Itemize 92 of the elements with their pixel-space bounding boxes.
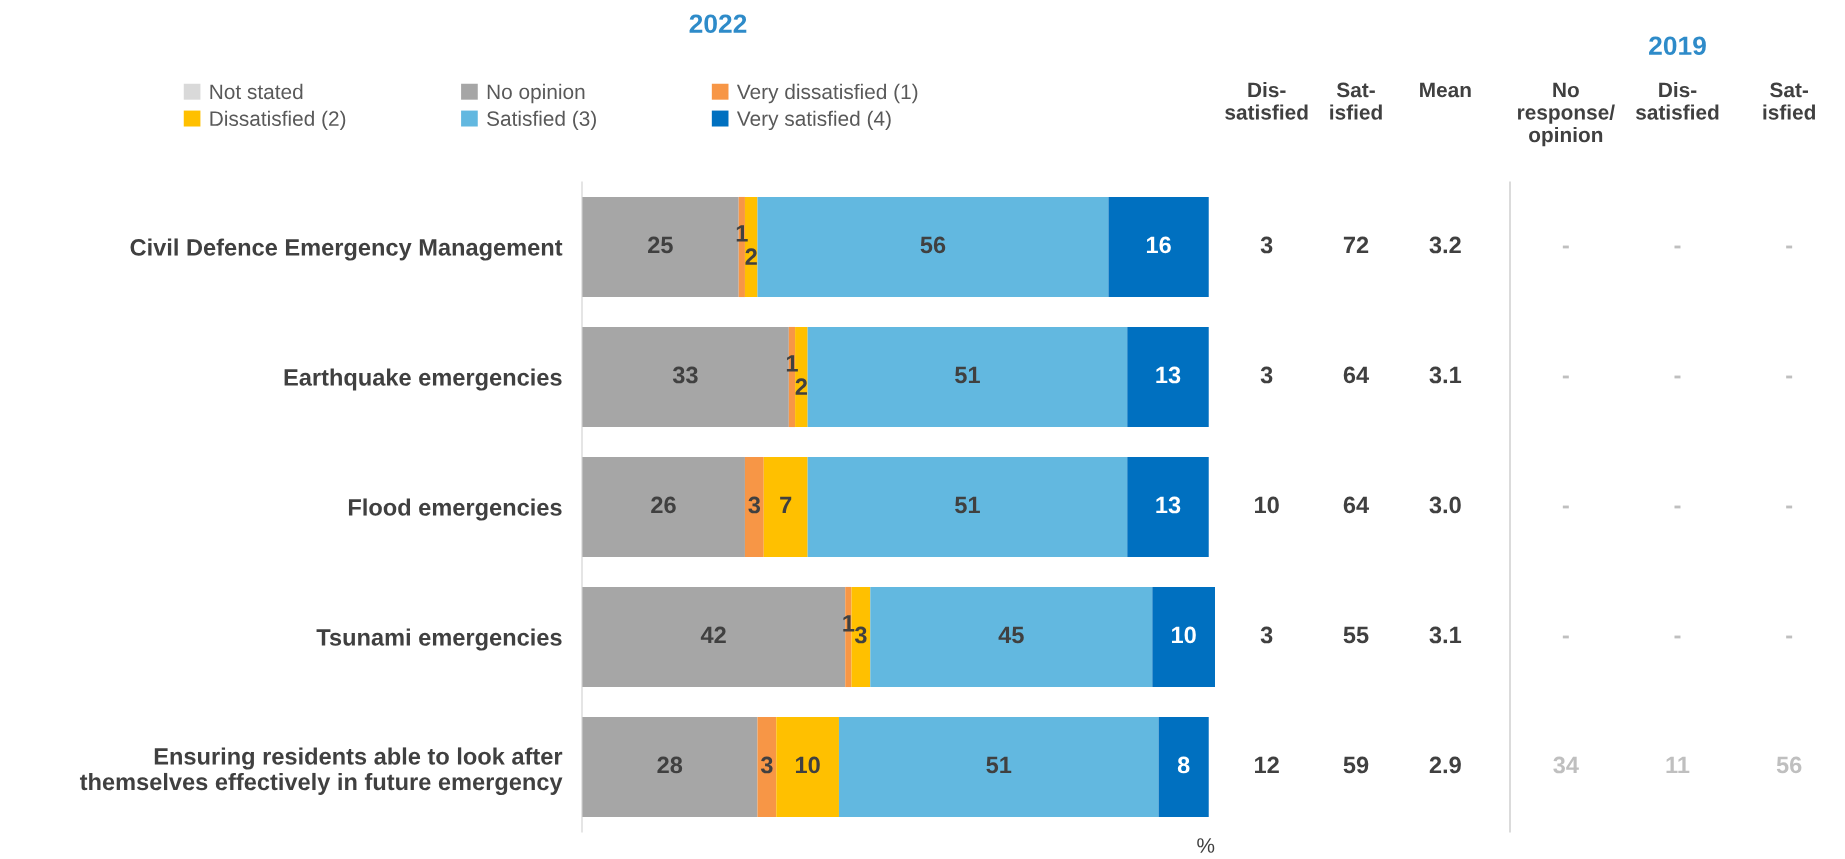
legend-label: Not stated <box>210 83 303 100</box>
text: - <box>1786 505 1793 509</box>
data-label: 51 <box>986 756 1012 774</box>
text: - <box>1786 245 1793 249</box>
text: 72 <box>1343 236 1369 254</box>
data-label: 7 <box>780 496 792 514</box>
data-label: 51 <box>955 496 980 514</box>
bar <box>776 716 839 818</box>
text: 3 <box>1260 626 1273 644</box>
category-label: Sat- isfied <box>1330 82 1382 120</box>
y-tick-label: Flood emergencies <box>348 498 562 521</box>
text: - <box>1674 505 1681 509</box>
text: - <box>1786 375 1793 379</box>
text: 64 <box>1343 496 1370 514</box>
category-label: Dis- satisfied <box>1635 82 1719 120</box>
bar <box>582 716 758 818</box>
data-label: 51 <box>955 366 980 384</box>
data-label: 26 <box>651 496 676 514</box>
text: 3.1 <box>1429 626 1462 644</box>
data-label: 28 <box>657 756 683 774</box>
bar <box>1127 456 1209 558</box>
text: - <box>1562 505 1569 509</box>
text: 2.9 <box>1429 756 1461 774</box>
data-label: 42 <box>700 626 726 644</box>
bar <box>838 716 1159 818</box>
bar <box>1158 716 1209 818</box>
data-label: 3 <box>760 756 773 774</box>
data-label: 2 <box>745 248 757 265</box>
data-label: 13 <box>1156 496 1181 514</box>
text: 3 <box>1260 236 1273 254</box>
text: 11 <box>1666 756 1690 774</box>
data-label: 10 <box>1172 626 1196 644</box>
bar <box>763 456 808 558</box>
text: 3.0 <box>1429 496 1461 514</box>
text: 55 <box>1343 626 1369 644</box>
data-label: 25 <box>648 236 673 254</box>
text: - <box>1786 635 1793 639</box>
data-label: 1 <box>843 615 855 632</box>
legend-label: No opinion <box>487 83 585 104</box>
bar <box>757 196 1109 298</box>
text: 12 <box>1255 756 1279 774</box>
text: - <box>1562 375 1569 379</box>
bar <box>807 326 1128 428</box>
data-label: 10 <box>795 756 820 774</box>
text: 3.2 <box>1429 236 1461 254</box>
bar <box>582 456 745 558</box>
category-label: No response/ opinion <box>1518 82 1615 147</box>
x-axis-title: % <box>1197 838 1215 853</box>
text: - <box>1674 245 1681 249</box>
y-tick-label: Civil Defence Emergency Management <box>130 238 563 261</box>
data-label: 13 <box>1156 366 1181 384</box>
bar <box>807 456 1128 558</box>
data-label: 8 <box>1177 756 1190 774</box>
text: 64 <box>1343 366 1370 384</box>
legend-label: Satisfied (3) <box>487 110 596 131</box>
data-label: 3 <box>854 626 867 644</box>
text: - <box>1562 635 1569 639</box>
bar <box>1152 586 1215 688</box>
text: 34 <box>1553 756 1579 774</box>
category-label: Sat- isfied <box>1763 82 1815 120</box>
category-label: Mean <box>1420 82 1471 98</box>
data-label: 2 <box>795 378 807 395</box>
y-tick-label: Ensuring residents able to look after themselves effectively in future emergency <box>79 747 563 796</box>
data-label: 1 <box>736 225 748 242</box>
text: 2019 <box>1649 36 1706 56</box>
legend-label: Very satisfied (4) <box>736 110 891 131</box>
text: 10 <box>1255 496 1279 514</box>
data-label: 56 <box>920 236 946 254</box>
bar <box>582 326 789 428</box>
data-label: 45 <box>998 626 1024 644</box>
text: - <box>1562 245 1569 249</box>
y-tick-label: Tsunami emergencies <box>316 628 562 651</box>
data-label: 3 <box>748 496 761 514</box>
text: 3.1 <box>1429 366 1462 384</box>
text: 59 <box>1343 756 1369 774</box>
bar <box>870 586 1153 688</box>
y-tick-label: Earthquake emergencies <box>284 368 562 391</box>
data-label: 16 <box>1146 236 1171 254</box>
legend-label: Very dissatisfied (1) <box>736 83 918 104</box>
bar <box>744 456 764 558</box>
bar <box>1127 326 1209 428</box>
chart-title: 2022 <box>689 14 747 34</box>
text: 56 <box>1776 756 1802 774</box>
data-label: 1 <box>786 355 798 372</box>
text: - <box>1674 635 1681 639</box>
text: 3 <box>1260 366 1273 384</box>
bar <box>1108 196 1209 298</box>
bar <box>757 716 777 818</box>
text: - <box>1674 375 1681 379</box>
category-label: Dis- satisfied <box>1225 82 1308 120</box>
legend-label: Dissatisfied (2) <box>210 110 346 131</box>
data-label: 33 <box>672 366 698 384</box>
